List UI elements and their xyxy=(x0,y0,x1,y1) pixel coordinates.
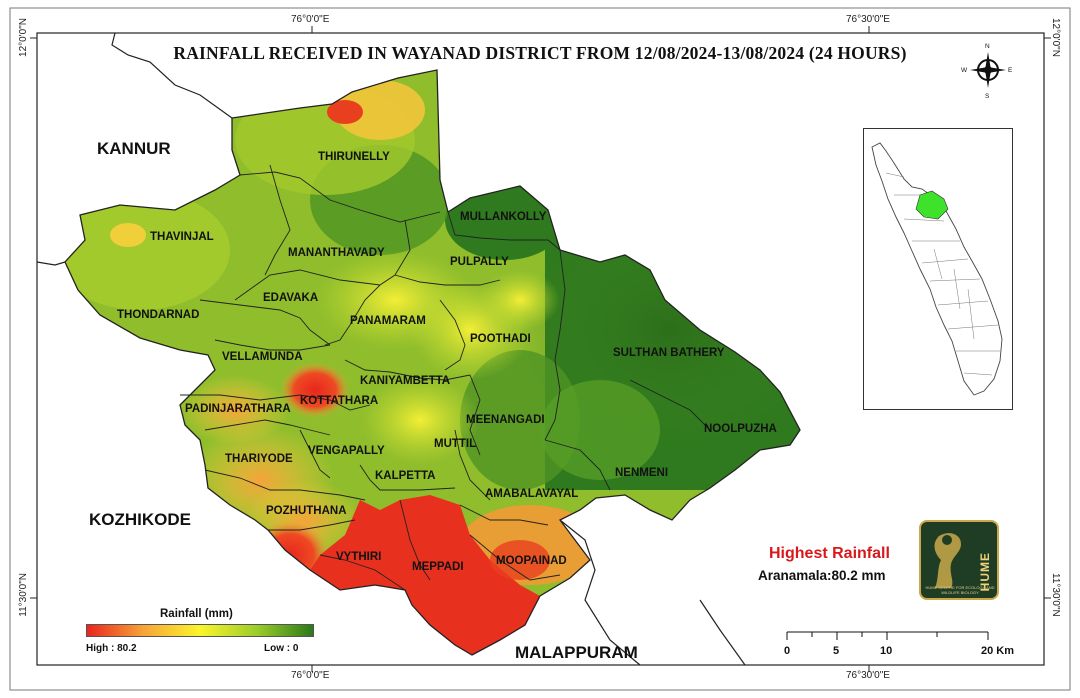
compass-w: W xyxy=(961,67,968,74)
inset-locator-map xyxy=(863,128,1013,410)
north-arrow-icon: N S E W xyxy=(960,40,1016,100)
label-pulpally: PULPALLY xyxy=(450,256,509,268)
scale-label-10: 10 xyxy=(880,645,893,657)
label-mananthavady: MANANTHAVADY xyxy=(288,247,385,259)
label-vellamunda: VELLAMUNDA xyxy=(222,351,303,363)
label-muttil: MUTTIL xyxy=(434,438,476,450)
lon-label-bottom-left: 76°0'0"E xyxy=(291,670,330,681)
legend-color-ramp xyxy=(86,624,314,637)
label-kalpetta: KALPETTA xyxy=(375,470,435,482)
logo-subtitle: HUME CENTRE FOR ECOLOGY AND WILDLIFE BIO… xyxy=(925,585,995,595)
scale-label-0: 0 xyxy=(784,645,791,657)
label-vythiri: VYTHIRI xyxy=(336,551,381,563)
lat-label-right-top: 12°0'0"N xyxy=(1050,18,1061,57)
lon-label-top-left: 76°0'0"E xyxy=(291,14,330,25)
scale-bar xyxy=(786,631,989,640)
label-moopainad: MOOPAINAD xyxy=(496,555,567,567)
legend-title: Rainfall (mm) xyxy=(160,608,233,620)
compass-s: S xyxy=(985,93,990,100)
label-malappuram: MALAPPURAM xyxy=(515,643,638,662)
label-meenangadi: MEENANGADI xyxy=(466,414,545,426)
lon-label-bottom-right: 76°30'0"E xyxy=(846,670,890,681)
label-vengapally: VENGAPALLY xyxy=(308,445,385,457)
label-noolpuzha: NOOLPUZHA xyxy=(704,423,777,435)
label-mullankolly: MULLANKOLLY xyxy=(460,211,547,223)
compass-e: E xyxy=(1008,67,1013,74)
label-kottathara: KOTTATHARA xyxy=(300,395,378,407)
label-panamaram: PANAMARAM xyxy=(350,315,426,327)
legend-high-label: High : 80.2 xyxy=(86,643,137,654)
legend-low-label: Low : 0 xyxy=(264,643,299,654)
label-sulthan-bathery: SULTHAN BATHERY xyxy=(613,347,725,359)
label-kaniyambetta: KANIYAMBETTA xyxy=(360,375,450,387)
label-padinjarathara: PADINJARATHARA xyxy=(185,403,291,415)
label-kannur: KANNUR xyxy=(97,139,171,158)
label-kozhikode: KOZHIKODE xyxy=(89,510,191,529)
label-nenmeni: NENMENI xyxy=(615,467,668,479)
label-thavinjal: THAVINJAL xyxy=(150,231,214,243)
compass-n: N xyxy=(985,43,990,50)
highest-rainfall-value: Aranamala:80.2 mm xyxy=(758,568,886,583)
map-title: RAINFALL RECEIVED IN WAYANAD DISTRICT FR… xyxy=(173,43,907,63)
label-amabalavayal: AMABALAVAYAL xyxy=(485,488,578,500)
label-pozhuthana: POZHUTHANA xyxy=(266,505,347,517)
highest-rainfall-title: Highest Rainfall xyxy=(769,545,890,562)
scale-label-20km: 20 Km xyxy=(981,645,1015,657)
label-thariyode: THARIYODE xyxy=(225,453,293,465)
hume-logo: HUME HUME CENTRE FOR ECOLOGY AND WILDLIF… xyxy=(919,520,999,600)
label-edavaka: EDAVAKA xyxy=(263,292,318,304)
label-thondarnad: THONDARNAD xyxy=(117,309,199,321)
scale-label-5: 5 xyxy=(833,645,840,657)
label-thirunelly: THIRUNELLY xyxy=(318,151,390,163)
label-poothadi: POOTHADI xyxy=(470,333,531,345)
label-meppadi: MEPPADI xyxy=(412,561,464,573)
lat-label-right-bottom: 11°30'0"N xyxy=(1050,573,1061,617)
lon-label-top-right: 76°30'0"E xyxy=(846,14,890,25)
